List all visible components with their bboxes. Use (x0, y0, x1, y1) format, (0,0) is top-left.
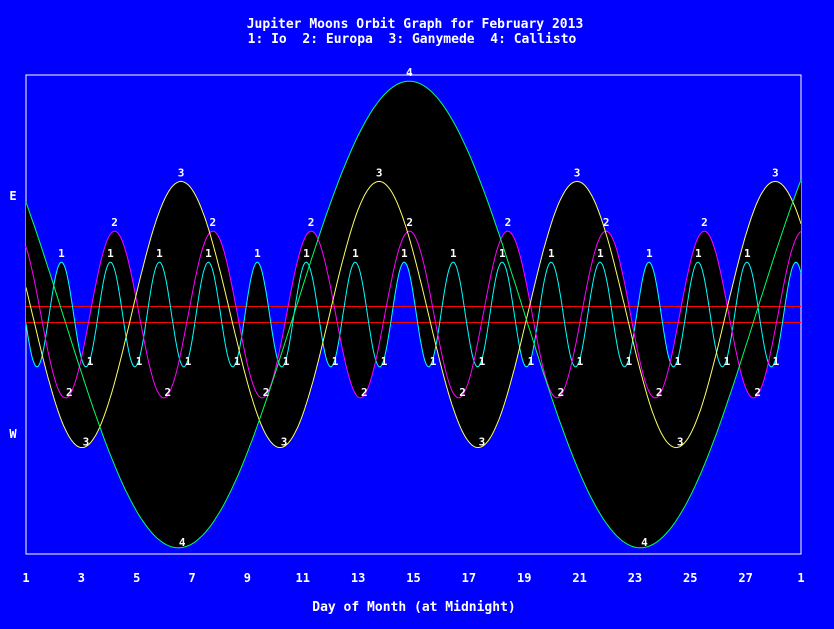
series-3-west-label-3: 3 (479, 436, 486, 449)
x-tick-label-13: 25 (683, 571, 697, 585)
orbit-series (25, 80, 802, 549)
series-2-west-label-5: 2 (459, 386, 466, 399)
x-tick-label-15: 1 (797, 571, 804, 585)
series-3-west-label-2: 3 (281, 436, 288, 449)
series-1-east-label-2: 1 (107, 247, 114, 260)
x-tick-label-3: 5 (133, 571, 140, 585)
series-2-east-label-1: 2 (111, 216, 118, 229)
series-1-west-label-15: 1 (773, 355, 780, 368)
series-3-west-label-1: 3 (83, 436, 90, 449)
orbit-labels: 1 1 1 1 1 1 1 1 1 1 1 1 1 1 1 1 1 1 1 1 1 1 1 1 1 1 1 1 1 1 2 2 2 2 2 2 2 2 2 2… (58, 66, 780, 549)
series-1-east-label-8: 1 (401, 247, 408, 260)
series-2-west-label-4: 2 (361, 386, 368, 399)
series-1-west-label-11: 1 (577, 355, 584, 368)
series-1-west-label-12: 1 (626, 355, 633, 368)
x-axis-label: Day of Month (at Midnight) (312, 600, 516, 615)
west-label: W (9, 427, 17, 441)
envelope-fill (26, 81, 801, 548)
jupiter-band (26, 306, 801, 323)
series-1-west-label-1: 1 (87, 355, 94, 368)
x-tick-label-8: 15 (406, 571, 420, 585)
x-tick-label-14: 27 (738, 571, 752, 585)
series-2-east-label-3: 2 (308, 216, 315, 229)
series-1-west-label-6: 1 (332, 355, 339, 368)
series-1-west-label-4: 1 (234, 355, 241, 368)
series-2-west-label-8: 2 (754, 386, 761, 399)
series-1-west-label-7: 1 (381, 355, 388, 368)
series-1-east-label-3: 1 (156, 247, 163, 260)
series-1-east-label-12: 1 (597, 247, 604, 260)
series-1-west-label-14: 1 (724, 355, 731, 368)
x-tick-label-1: 1 (22, 571, 29, 585)
x-tick-label-2: 3 (78, 571, 85, 585)
series-1-west-label-5: 1 (283, 355, 290, 368)
series-2-west-label-1: 2 (66, 386, 73, 399)
series-1-east-label-4: 1 (205, 247, 212, 260)
series-1-west-label-2: 1 (136, 355, 143, 368)
series-3-east-label-4: 3 (772, 166, 779, 179)
series-1-east-label-1: 1 (58, 247, 65, 260)
series-1-east-label-6: 1 (303, 247, 310, 260)
series-1-west-label-9: 1 (479, 355, 486, 368)
series-4-west-label-2: 4 (641, 536, 648, 549)
series-1-east-label-9: 1 (450, 247, 457, 260)
series-1-west-label-13: 1 (675, 355, 682, 368)
x-tick-label-4: 7 (188, 571, 195, 585)
series-1-east-label-11: 1 (548, 247, 555, 260)
series-4-west-label-1: 4 (179, 536, 186, 549)
chart-title: Jupiter Moons Orbit Graph for February 2… (247, 17, 584, 32)
series-1-east-label-7: 1 (352, 247, 359, 260)
east-label: E (9, 189, 16, 203)
series-1-east-label-14: 1 (695, 247, 702, 260)
series-3-west-label-4: 3 (677, 436, 684, 449)
series-2-west-label-7: 2 (656, 386, 663, 399)
series-1-west-label-3: 1 (185, 355, 192, 368)
series-3-east-label-2: 3 (376, 166, 383, 179)
series-2-east-label-6: 2 (603, 216, 610, 229)
series-2-west-label-2: 2 (165, 386, 172, 399)
series-1-east-label-13: 1 (646, 247, 653, 260)
x-tick-label-9: 17 (462, 571, 476, 585)
series-2-east-label-2: 2 (210, 216, 217, 229)
x-tick-label-5: 9 (244, 571, 251, 585)
x-tick-label-10: 19 (517, 571, 531, 585)
series-2-east-label-5: 2 (505, 216, 512, 229)
series-1-east-label-10: 1 (499, 247, 506, 260)
series-1-east-label-15: 1 (744, 247, 751, 260)
series-2-west-label-3: 2 (263, 386, 270, 399)
x-ticks: 1 3 5 7 9 11 13 15 17 19 21 23 25 27 1 (22, 571, 804, 585)
series-3-east-label-1: 3 (178, 166, 185, 179)
series-4-east-label-1: 4 (406, 66, 413, 79)
x-tick-label-7: 13 (351, 571, 365, 585)
series-1-east-label-5: 1 (254, 247, 261, 260)
series-2-line (25, 230, 802, 399)
series-2-east-label-7: 2 (701, 216, 708, 229)
series-2-west-label-6: 2 (558, 386, 565, 399)
series-2-east-label-4: 2 (406, 216, 413, 229)
series-1-west-label-8: 1 (430, 355, 437, 368)
series-1-west-label-10: 1 (528, 355, 535, 368)
chart-subtitle: 1: Io 2: Europa 3: Ganymede 4: Callisto (248, 32, 577, 47)
series-1-line (25, 261, 802, 368)
x-tick-label-12: 23 (628, 571, 642, 585)
series-3-east-label-3: 3 (574, 166, 581, 179)
x-tick-label-11: 21 (572, 571, 586, 585)
series-3-line (25, 180, 802, 449)
series-4-line (25, 80, 802, 549)
x-tick-label-6: 11 (296, 571, 310, 585)
